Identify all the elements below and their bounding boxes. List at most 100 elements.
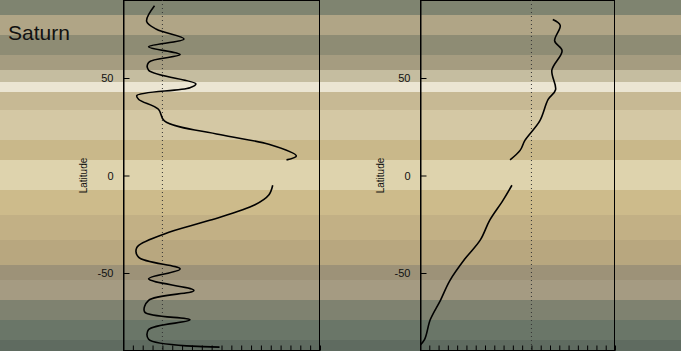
reference-line <box>162 0 163 351</box>
x-tick-mark <box>466 346 467 351</box>
y-tick-mark <box>124 176 130 177</box>
x-tick-mark <box>133 346 134 351</box>
x-tick <box>541 346 542 351</box>
x-tick-mark <box>559 346 560 351</box>
x-tick-mark <box>310 346 311 351</box>
x-tick-mark <box>541 346 542 351</box>
x-tick-mark <box>569 346 570 351</box>
x-axis <box>124 346 321 351</box>
y-tick: 0 <box>404 170 426 182</box>
x-tick-mark <box>429 346 430 351</box>
x-tick <box>320 346 321 351</box>
x-tick <box>569 346 570 351</box>
x-tick <box>300 346 301 351</box>
x-tick <box>596 346 597 351</box>
x-tick <box>241 346 242 351</box>
x-tick <box>251 346 252 351</box>
x-tick <box>513 346 514 351</box>
y-tick-mark <box>421 78 427 79</box>
chart-svg: -50 0 50 Latitude Saturn -50 0 50 Latitude <box>0 0 681 351</box>
x-tick-mark <box>550 346 551 351</box>
profile-line <box>136 6 296 347</box>
x-tick-mark <box>485 346 486 351</box>
x-tick-mark <box>231 346 232 351</box>
x-tick-mark <box>143 346 144 351</box>
y-tick-mark <box>124 78 130 79</box>
x-tick <box>522 346 523 351</box>
x-tick-mark <box>320 346 321 351</box>
y-tick-label: 0 <box>107 170 113 182</box>
x-tick <box>162 346 163 351</box>
plot-marks <box>420 20 562 348</box>
x-tick-mark <box>615 346 616 351</box>
background <box>0 0 681 351</box>
chart-title: Saturn <box>8 21 70 44</box>
y-axis: -50 0 50 <box>395 1 427 351</box>
x-tick-mark <box>448 346 449 351</box>
panel: -50 0 50 Latitude <box>78 0 321 351</box>
x-tick <box>494 346 495 351</box>
plot-marks <box>136 6 296 347</box>
y-tick-label: 50 <box>398 72 410 84</box>
x-tick-mark <box>261 346 262 351</box>
reference-line <box>531 0 532 351</box>
x-tick <box>466 346 467 351</box>
x-tick <box>559 346 560 351</box>
y-tick: -50 <box>98 267 130 279</box>
y-axis-title: Latitude <box>78 157 89 193</box>
y-tick-mark <box>124 273 130 274</box>
panel: -50050Latitude <box>375 0 616 351</box>
x-tick <box>133 346 134 351</box>
x-tick <box>290 346 291 351</box>
x-tick-mark <box>222 346 223 351</box>
x-tick-mark <box>522 346 523 351</box>
x-tick-mark <box>153 346 154 351</box>
x-tick <box>261 346 262 351</box>
x-tick-mark <box>606 346 607 351</box>
x-tick <box>271 346 272 351</box>
x-tick <box>476 346 477 351</box>
x-tick <box>153 346 154 351</box>
x-tick <box>310 346 311 351</box>
x-tick <box>457 346 458 351</box>
chart-container: -50 0 50 Latitude Saturn -50 0 50 Latitude <box>0 0 681 351</box>
x-tick <box>615 346 616 351</box>
x-tick <box>172 346 173 351</box>
x-tick-mark <box>300 346 301 351</box>
x-tick-mark <box>513 346 514 351</box>
x-tick <box>429 346 430 351</box>
x-tick-mark <box>172 346 173 351</box>
y-tick: 0 <box>107 170 129 182</box>
x-tick-mark <box>494 346 495 351</box>
x-tick-mark <box>290 346 291 351</box>
x-tick-mark <box>241 346 242 351</box>
x-tick <box>578 346 579 351</box>
y-tick-label: -50 <box>98 267 114 279</box>
x-tick-mark <box>596 346 597 351</box>
x-tick <box>485 346 486 351</box>
y-tick: 50 <box>398 72 426 84</box>
x-tick <box>606 346 607 351</box>
x-tick-mark <box>457 346 458 351</box>
y-axis: -50 0 50 <box>98 1 130 351</box>
plot-frame <box>124 1 320 351</box>
y-tick-label: -50 <box>395 267 411 279</box>
y-tick: -50 <box>395 267 427 279</box>
y-tick-label: 50 <box>101 72 113 84</box>
x-tick <box>281 346 282 351</box>
x-tick <box>587 346 588 351</box>
x-tick <box>143 346 144 351</box>
x-tick-mark <box>251 346 252 351</box>
y-tick-mark <box>421 176 427 177</box>
y-tick: 50 <box>101 72 129 84</box>
x-axis <box>421 346 616 351</box>
x-tick <box>504 346 505 351</box>
x-tick <box>231 346 232 351</box>
x-tick <box>439 346 440 351</box>
x-tick-mark <box>281 346 282 351</box>
profile-line <box>420 20 562 348</box>
x-tick-mark <box>504 346 505 351</box>
x-tick-mark <box>439 346 440 351</box>
x-tick-mark <box>162 346 163 351</box>
x-tick <box>550 346 551 351</box>
